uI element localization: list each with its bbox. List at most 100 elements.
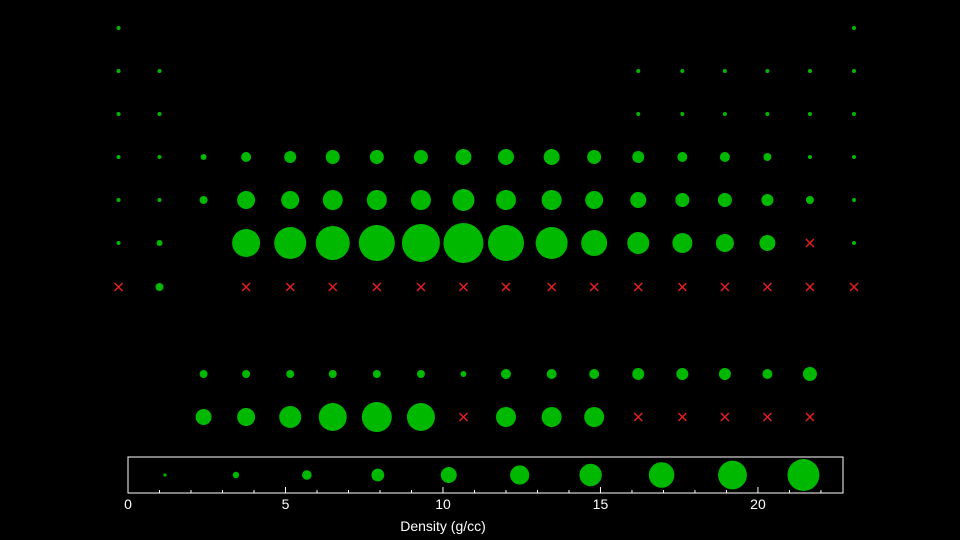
data-point-cross bbox=[328, 282, 338, 292]
data-point-cross bbox=[633, 412, 643, 422]
x-tick-label: 20 bbox=[750, 496, 766, 512]
data-point-circle bbox=[495, 190, 516, 210]
data-point-circle bbox=[237, 408, 256, 426]
data-point-circle bbox=[765, 112, 770, 116]
data-point-circle bbox=[358, 225, 395, 261]
data-point-cross bbox=[458, 282, 468, 292]
data-point-circle bbox=[677, 152, 688, 162]
legend-circle bbox=[302, 470, 312, 480]
data-point-circle bbox=[406, 403, 435, 431]
data-point-circle bbox=[155, 283, 164, 291]
legend-circle bbox=[648, 462, 675, 488]
data-point-cross bbox=[762, 282, 772, 292]
data-point-circle bbox=[455, 149, 472, 165]
x-axis-label: Density (g/cc) bbox=[400, 518, 486, 534]
legend-circle bbox=[371, 468, 385, 482]
data-point-cross bbox=[677, 412, 687, 422]
data-point-circle bbox=[366, 190, 387, 210]
legend-circle bbox=[440, 467, 457, 483]
data-point-circle bbox=[543, 149, 560, 165]
x-axis: 0 5 10 15 20 bbox=[124, 487, 822, 512]
data-marks bbox=[114, 26, 859, 432]
data-point-circle bbox=[157, 155, 162, 159]
data-point-circle bbox=[852, 155, 857, 159]
data-point-circle bbox=[116, 198, 121, 202]
data-point-cross bbox=[805, 412, 815, 422]
data-point-circle bbox=[322, 190, 343, 210]
data-point-circle bbox=[372, 370, 381, 378]
legend-circle bbox=[163, 473, 167, 477]
data-point-circle bbox=[318, 403, 347, 431]
data-point-circle bbox=[852, 198, 857, 202]
data-point-cross bbox=[677, 282, 687, 292]
data-point-circle bbox=[852, 241, 857, 245]
data-point-circle bbox=[495, 407, 516, 427]
data-point-circle bbox=[589, 369, 600, 379]
data-point-circle bbox=[325, 150, 340, 164]
data-point-circle bbox=[156, 240, 163, 246]
data-point-circle bbox=[722, 69, 727, 73]
data-point-cross bbox=[114, 282, 124, 292]
data-point-circle bbox=[585, 191, 604, 209]
data-point-circle bbox=[759, 235, 776, 251]
data-point-circle bbox=[852, 26, 857, 30]
data-point-circle bbox=[805, 196, 814, 204]
data-point-circle bbox=[274, 227, 307, 259]
data-point-circle bbox=[116, 112, 121, 116]
data-point-circle bbox=[237, 191, 256, 209]
data-point-circle bbox=[762, 369, 773, 379]
data-point-circle bbox=[852, 112, 857, 116]
data-point-circle bbox=[200, 154, 207, 160]
data-point-circle bbox=[232, 229, 261, 257]
data-point-cross bbox=[285, 282, 295, 292]
data-point-circle bbox=[369, 150, 384, 164]
data-point-circle bbox=[116, 26, 121, 30]
data-point-circle bbox=[807, 112, 812, 116]
data-point-circle bbox=[680, 112, 685, 116]
data-point-cross bbox=[501, 282, 511, 292]
data-point-circle bbox=[546, 369, 557, 379]
data-point-circle bbox=[241, 152, 252, 162]
data-point-cross bbox=[458, 412, 468, 422]
x-tick-label: 15 bbox=[593, 496, 609, 512]
data-point-circle bbox=[116, 69, 121, 73]
data-point-circle bbox=[413, 150, 428, 164]
data-point-circle bbox=[242, 370, 251, 378]
data-point-circle bbox=[636, 112, 641, 116]
data-point-circle bbox=[116, 241, 121, 245]
data-point-circle bbox=[487, 225, 524, 261]
legend-circle bbox=[510, 465, 530, 485]
data-point-cross bbox=[720, 282, 730, 292]
data-point-circle bbox=[765, 69, 770, 73]
data-point-cross bbox=[720, 412, 730, 422]
data-point-circle bbox=[636, 69, 641, 73]
data-point-circle bbox=[807, 69, 812, 73]
data-point-circle bbox=[807, 155, 812, 159]
data-point-circle bbox=[279, 406, 302, 428]
data-point-circle bbox=[632, 368, 645, 380]
data-point-circle bbox=[199, 370, 208, 378]
data-point-circle bbox=[460, 371, 467, 377]
data-point-circle bbox=[630, 192, 647, 208]
data-point-circle bbox=[719, 152, 730, 162]
data-point-cross bbox=[241, 282, 251, 292]
legend-circle bbox=[718, 460, 747, 490]
plot-area: 0 5 10 15 20 Density (g/cc) bbox=[90, 0, 880, 540]
data-point-circle bbox=[632, 151, 645, 163]
data-point-circle bbox=[315, 226, 350, 260]
data-point-circle bbox=[587, 150, 602, 164]
data-point-circle bbox=[763, 153, 772, 161]
data-point-circle bbox=[535, 227, 568, 259]
data-point-cross bbox=[372, 282, 382, 292]
data-point-circle bbox=[718, 368, 731, 380]
data-point-circle bbox=[500, 369, 511, 379]
data-point-circle bbox=[401, 224, 440, 262]
data-point-circle bbox=[722, 112, 727, 116]
data-point-circle bbox=[497, 149, 514, 165]
data-point-circle bbox=[715, 234, 734, 252]
data-point-circle bbox=[541, 190, 562, 210]
data-point-circle bbox=[761, 194, 774, 206]
data-point-circle bbox=[410, 190, 431, 210]
legend-marks bbox=[163, 459, 820, 491]
data-point-circle bbox=[157, 198, 162, 202]
